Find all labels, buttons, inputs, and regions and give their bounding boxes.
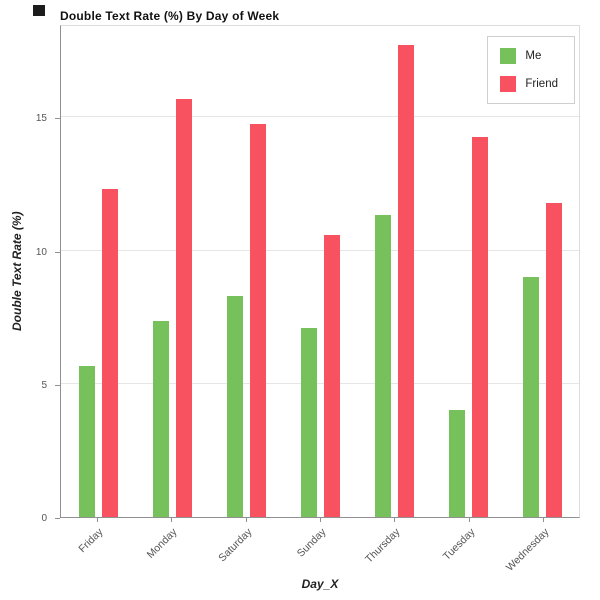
x-axis-label: Day_X — [301, 577, 339, 591]
bar-group-thursday — [357, 26, 431, 517]
bar-me — [522, 277, 539, 517]
bar-friend — [471, 137, 488, 517]
gridline — [61, 382, 579, 384]
x-tick-mark — [542, 518, 544, 522]
y-axis-label: Double Text Rate (%) — [10, 211, 24, 332]
legend-label: Friend — [525, 78, 558, 90]
legend-label: Me — [525, 50, 542, 62]
bar-group-friday — [61, 26, 135, 517]
bar-me — [78, 366, 95, 517]
y-tick-label: 5 — [41, 379, 47, 391]
y-tick-mark — [55, 518, 60, 519]
bar-friend — [323, 234, 340, 517]
x-tick-mark — [394, 518, 396, 522]
chart-title: Double Text Rate (%) By Day of Week — [60, 9, 280, 23]
bar-groups — [61, 26, 579, 517]
bar-friend — [101, 189, 118, 517]
bar-friend — [175, 98, 192, 517]
y-tick-label: 0 — [41, 513, 47, 524]
y-tick-mark — [55, 251, 60, 253]
bar-group-monday — [135, 26, 209, 517]
bar-me — [448, 410, 465, 517]
plot-area: Me Friend — [60, 25, 580, 518]
x-tick-mark — [468, 518, 470, 522]
bar-group-saturday — [209, 26, 283, 517]
y-tick-mark — [55, 118, 60, 120]
gridline — [61, 116, 579, 118]
gridline — [61, 249, 579, 251]
x-tick-mark — [245, 518, 247, 522]
legend-entry-friend: Friend — [500, 76, 558, 92]
y-tick-label: 15 — [35, 113, 47, 125]
x-tick-mark — [97, 518, 99, 522]
legend-swatch — [500, 48, 517, 64]
bar-group-sunday — [283, 26, 357, 517]
corner-marker-icon — [33, 5, 45, 16]
x-tick-mark — [171, 518, 173, 522]
bar-me — [152, 321, 169, 517]
x-tick-mark — [320, 518, 321, 522]
bar-group-wednesday — [505, 26, 579, 517]
y-tick-mark — [55, 384, 60, 386]
legend-swatch — [500, 76, 517, 92]
y-tick-label: 10 — [35, 246, 47, 258]
bar-me — [226, 295, 243, 517]
legend: Me Friend — [487, 36, 575, 104]
y-tick-labels: 0 5 10 15 — [0, 25, 56, 524]
legend-entry-me: Me — [500, 48, 558, 64]
bar-friend — [397, 45, 414, 517]
bar-me — [300, 327, 317, 517]
bar-friend — [249, 123, 266, 517]
bar-me — [374, 214, 391, 517]
bar-group-tuesday — [431, 26, 505, 517]
bar-friend — [545, 202, 562, 517]
